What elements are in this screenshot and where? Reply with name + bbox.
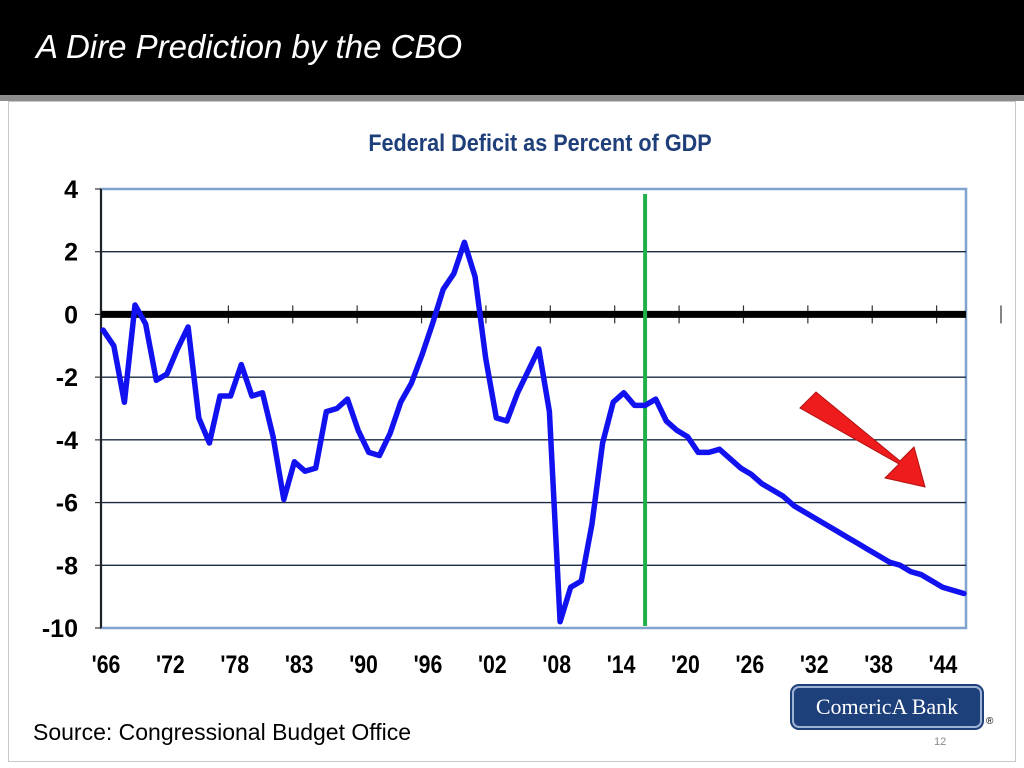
x-tick-label: '90: [349, 650, 378, 678]
deficit-series-line: [100, 239, 967, 625]
chart-title: Federal Deficit as Percent of GDP: [368, 129, 711, 156]
x-tick-label: '20: [671, 650, 700, 678]
page-number: 12: [934, 736, 947, 748]
page-title: A Dire Prediction by the CBO: [36, 28, 463, 65]
y-tick-label: 0: [64, 301, 78, 329]
logo-text: ComericA Bank: [815, 694, 959, 719]
y-tick-label: -2: [56, 364, 78, 392]
x-tick-label: '44: [929, 650, 958, 678]
slide-frame: [8, 101, 1016, 762]
x-tick-label: '32: [800, 650, 829, 678]
header-divider: [0, 95, 1024, 101]
comerica-bank-logo: ComericA Bank: [792, 686, 982, 728]
x-tick-label: '38: [864, 650, 893, 678]
x-tick-label: '72: [156, 650, 185, 678]
y-tick-label: 4: [64, 176, 78, 204]
registered-mark: ®: [986, 716, 994, 727]
x-tick-label: '26: [736, 650, 765, 678]
y-tick-label: -8: [56, 552, 78, 580]
x-tick-label: '02: [478, 650, 507, 678]
x-tick-label: '14: [607, 650, 636, 678]
x-tick-label: '83: [285, 650, 314, 678]
x-tick-label: '96: [414, 650, 443, 678]
x-tick-label: '66: [92, 650, 121, 678]
y-tick-label: -6: [56, 490, 78, 518]
y-tick-label: -4: [56, 427, 78, 455]
slide-header: A Dire Prediction by the CBO: [0, 0, 1024, 95]
y-tick-label: 2: [64, 239, 78, 267]
x-tick-label: '78: [220, 650, 249, 678]
trend-arrow-icon: [799, 391, 926, 488]
y-tick-label: -10: [42, 615, 78, 643]
deficit-chart: Federal Deficit as Percent of GDP 4 2 0 -2 -…: [42, 129, 1002, 678]
x-tick-label: '08: [542, 650, 571, 678]
source-note: Source: Congressional Budget Office: [33, 719, 412, 745]
